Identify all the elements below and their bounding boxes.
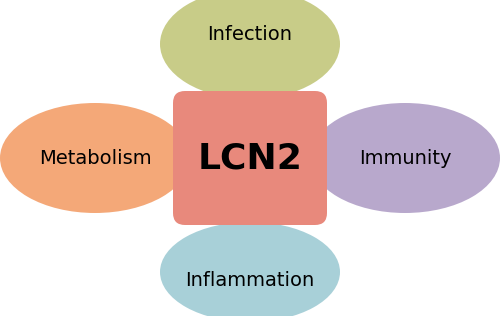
Text: LCN2: LCN2	[198, 141, 302, 175]
Text: Inflammation: Inflammation	[186, 270, 314, 289]
Text: Metabolism: Metabolism	[38, 149, 152, 167]
Text: Immunity: Immunity	[359, 149, 451, 167]
Ellipse shape	[0, 103, 190, 213]
FancyBboxPatch shape	[173, 91, 327, 225]
Ellipse shape	[160, 222, 340, 316]
Ellipse shape	[310, 103, 500, 213]
Ellipse shape	[160, 0, 340, 99]
Text: Infection: Infection	[208, 25, 292, 44]
